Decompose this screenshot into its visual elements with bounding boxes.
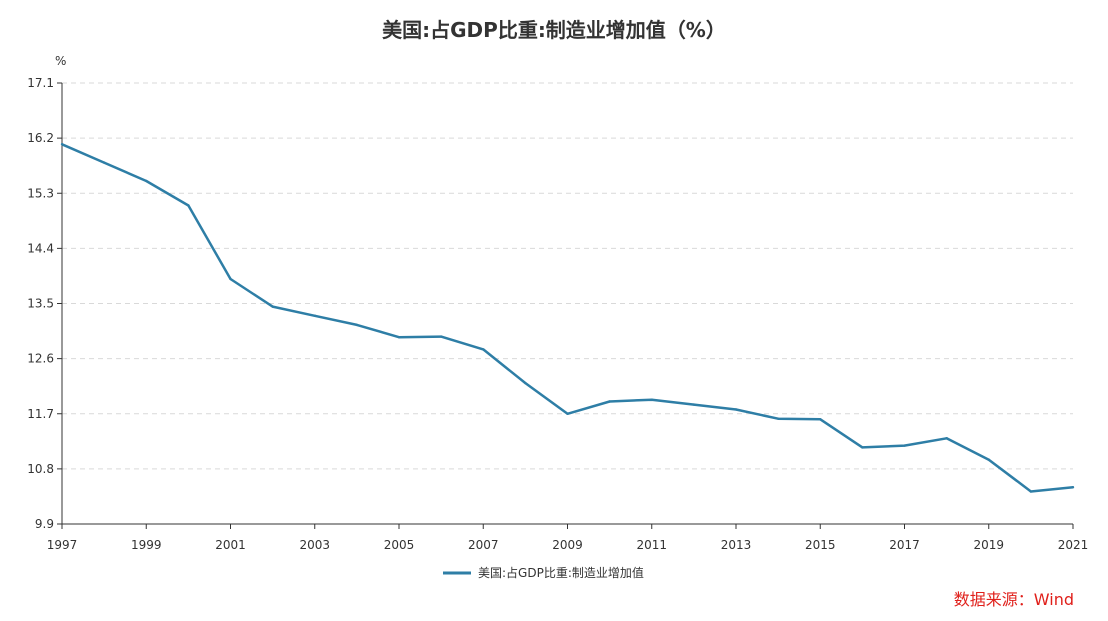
chart-title: 美国:占GDP比重:制造业增加值（%） bbox=[382, 18, 726, 42]
data-point bbox=[187, 204, 190, 207]
x-tick-label: 2019 bbox=[973, 538, 1004, 552]
y-tick-label: 12.6 bbox=[27, 352, 54, 366]
x-tick-label: 2015 bbox=[805, 538, 836, 552]
data-point bbox=[650, 398, 653, 401]
data-point bbox=[229, 277, 232, 281]
legend-label: 美国:占GDP比重:制造业增加值 bbox=[478, 565, 644, 580]
data-point bbox=[439, 335, 443, 338]
data-point bbox=[397, 335, 401, 339]
data-point bbox=[861, 446, 864, 449]
data-point bbox=[145, 179, 148, 183]
y-tick-label: 10.8 bbox=[27, 462, 54, 476]
grid-lines bbox=[62, 82, 1073, 470]
x-tick-label: 2001 bbox=[215, 538, 246, 552]
series-lines bbox=[60, 143, 1075, 493]
y-axis-unit-label: % bbox=[55, 54, 66, 68]
data-point bbox=[903, 444, 906, 447]
legend[interactable]: 美国:占GDP比重:制造业增加值 bbox=[443, 565, 644, 580]
y-tick-label: 16.2 bbox=[27, 131, 54, 145]
data-point bbox=[692, 403, 696, 406]
data-point bbox=[945, 437, 948, 440]
x-tick-label: 2013 bbox=[721, 538, 752, 552]
x-tick-label: 1999 bbox=[131, 538, 162, 552]
x-tick-label: 2007 bbox=[468, 538, 499, 552]
data-point bbox=[819, 418, 822, 421]
data-point bbox=[355, 323, 359, 327]
x-tick-label: 2003 bbox=[299, 538, 330, 552]
y-tick-label: 13.5 bbox=[27, 297, 54, 311]
data-point bbox=[1071, 486, 1075, 489]
source-note: 数据来源：Wind bbox=[953, 590, 1074, 609]
data-point bbox=[1029, 490, 1033, 493]
y-tick-label: 14.4 bbox=[27, 241, 54, 255]
data-point bbox=[313, 314, 316, 317]
x-tick-label: 2005 bbox=[384, 538, 415, 552]
data-point bbox=[524, 381, 527, 385]
data-point bbox=[776, 417, 780, 420]
data-point bbox=[271, 305, 274, 308]
data-point bbox=[60, 143, 64, 146]
tick-labels: 9.9 10.8 11.7 12.6 13.5 14.4 15.3 16.2 17.1 1997 1… bbox=[27, 76, 1088, 552]
x-tick-label: 2009 bbox=[552, 538, 583, 552]
y-tick-label: 11.7 bbox=[27, 407, 54, 421]
x-tick-label: 2011 bbox=[636, 538, 667, 552]
y-tick-label: 17.1 bbox=[27, 76, 54, 90]
data-point bbox=[102, 161, 106, 164]
data-point bbox=[734, 408, 738, 411]
x-tick-label: 2017 bbox=[889, 538, 920, 552]
data-point bbox=[987, 458, 990, 461]
y-tick-label: 15.3 bbox=[27, 186, 54, 200]
axes bbox=[57, 82, 1074, 529]
data-point bbox=[608, 400, 611, 403]
x-tick-label: 2021 bbox=[1058, 538, 1089, 552]
series-line bbox=[61, 143, 1074, 493]
data-point bbox=[566, 412, 569, 415]
y-tick-label: 9.9 bbox=[35, 517, 54, 531]
x-tick-label: 1997 bbox=[47, 538, 78, 552]
data-point bbox=[482, 348, 485, 351]
